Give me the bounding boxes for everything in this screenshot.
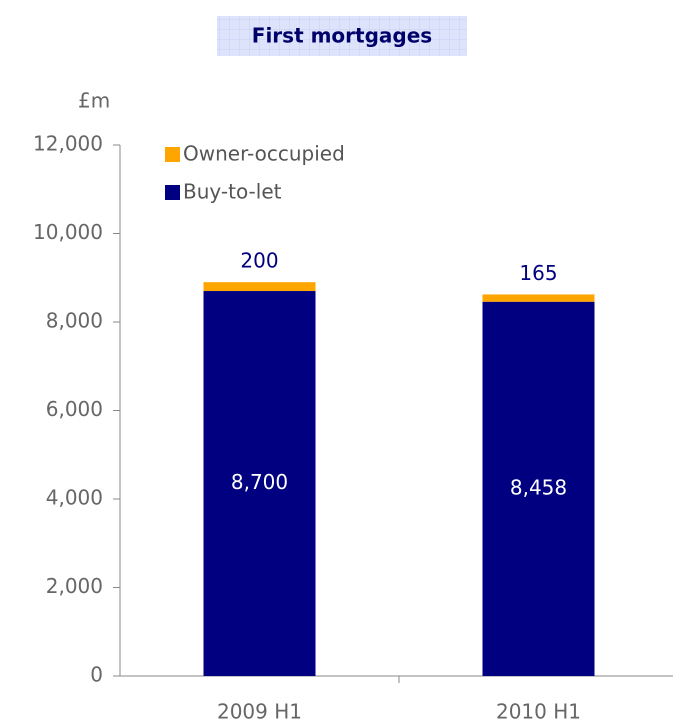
value-label: 8,700 (231, 470, 288, 494)
bar-segment (203, 291, 316, 676)
bar-segment (482, 301, 595, 676)
bar-segment (482, 294, 595, 302)
y-tick-label: 0 (90, 663, 103, 687)
legend-swatch (165, 147, 180, 162)
y-axis-label: £m (78, 89, 110, 113)
y-tick-label: 6,000 (46, 397, 103, 421)
value-label: 8,458 (510, 475, 567, 499)
x-tick-label: 2010 H1 (496, 700, 581, 724)
y-tick-label: 10,000 (33, 220, 103, 244)
legend-label: Buy-to-let (183, 180, 282, 204)
y-tick-label: 4,000 (46, 486, 103, 510)
chart-title: First mortgages (252, 24, 432, 48)
bar-segment (203, 282, 316, 292)
y-tick-label: 12,000 (33, 132, 103, 156)
title-box (217, 16, 467, 56)
value-label: 165 (519, 261, 557, 285)
y-tick-label: 2,000 (46, 574, 103, 598)
legend-label: Owner-occupied (183, 142, 345, 166)
value-label: 200 (240, 249, 278, 273)
y-tick-label: 8,000 (46, 309, 103, 333)
x-tick-label: 2009 H1 (217, 700, 302, 724)
legend-swatch (165, 185, 180, 200)
